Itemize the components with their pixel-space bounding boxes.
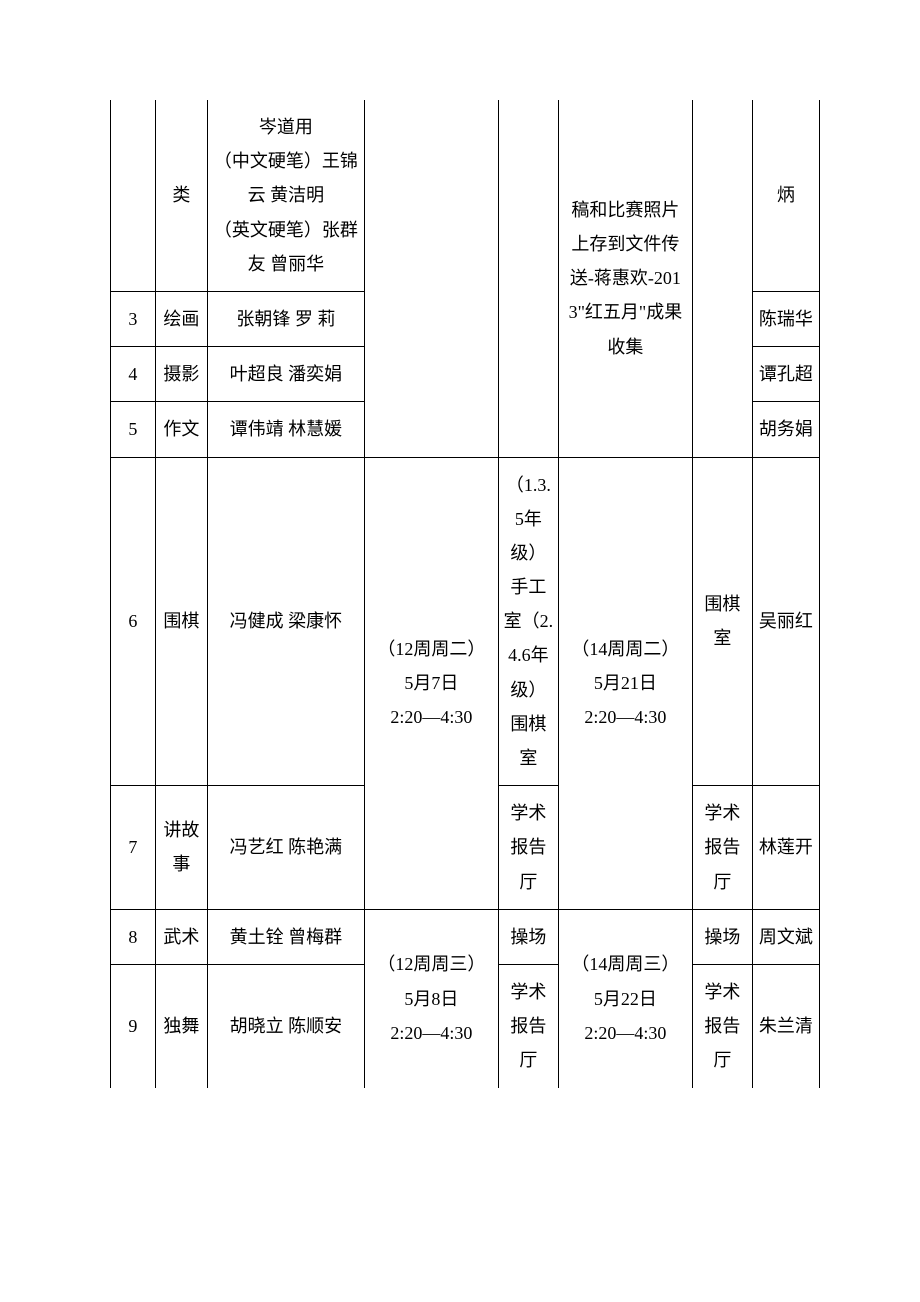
cell-num: 6 bbox=[111, 457, 156, 786]
cell-loc1: （1.3.5年级）手工室（2.4.6年级）围棋室 bbox=[499, 457, 559, 786]
cell-category: 绘画 bbox=[155, 291, 207, 346]
cell-category: 类 bbox=[155, 100, 207, 291]
cell-category: 独舞 bbox=[155, 964, 207, 1087]
cell-loc2 bbox=[693, 100, 753, 457]
schedule-table: 类 岑道用（中文硬笔）王锦云 黄洁明（英文硬笔）张群友 曾丽华 稿和比赛照片上存… bbox=[110, 100, 820, 1088]
cell-loc2: 学术报告厅 bbox=[693, 786, 753, 910]
cell-num bbox=[111, 100, 156, 291]
table-row: 类 岑道用（中文硬笔）王锦云 黄洁明（英文硬笔）张群友 曾丽华 稿和比赛照片上存… bbox=[111, 100, 820, 291]
cell-category: 武术 bbox=[155, 909, 207, 964]
cell-person: 吴丽红 bbox=[752, 457, 819, 786]
cell-loc1: 学术报告厅 bbox=[499, 786, 559, 910]
cell-category: 围棋 bbox=[155, 457, 207, 786]
cell-names: 冯健成 梁康怀 bbox=[208, 457, 365, 786]
cell-names: 冯艺红 陈艳满 bbox=[208, 786, 365, 910]
cell-person: 朱兰清 bbox=[752, 964, 819, 1087]
cell-num: 8 bbox=[111, 909, 156, 964]
cell-time1 bbox=[364, 100, 498, 457]
cell-names: 黄土铨 曾梅群 bbox=[208, 909, 365, 964]
table-row: 8 武术 黄土铨 曾梅群 （12周周三）5月8日2:20—4:30 操场 （14… bbox=[111, 909, 820, 964]
cell-time2: （14周周三）5月22日2:20—4:30 bbox=[558, 909, 692, 1087]
cell-loc1: 操场 bbox=[499, 909, 559, 964]
cell-time2: 稿和比赛照片上存到文件传送-蒋惠欢-2013"红五月"成果收集 bbox=[558, 100, 692, 457]
cell-person: 周文斌 bbox=[752, 909, 819, 964]
cell-loc1: 学术报告厅 bbox=[499, 964, 559, 1087]
cell-person: 陈瑞华 bbox=[752, 291, 819, 346]
table-row: 6 围棋 冯健成 梁康怀 （12周周二）5月7日2:20—4:30 （1.3.5… bbox=[111, 457, 820, 786]
cell-num: 9 bbox=[111, 964, 156, 1087]
cell-num: 5 bbox=[111, 402, 156, 457]
cell-time1: （12周周二）5月7日2:20—4:30 bbox=[364, 457, 498, 909]
cell-person: 谭孔超 bbox=[752, 347, 819, 402]
cell-names: 谭伟靖 林慧媛 bbox=[208, 402, 365, 457]
cell-loc2: 学术报告厅 bbox=[693, 964, 753, 1087]
cell-time1: （12周周三）5月8日2:20—4:30 bbox=[364, 909, 498, 1087]
cell-loc2: 围棋室 bbox=[693, 457, 753, 786]
cell-person: 炳 bbox=[752, 100, 819, 291]
cell-names: 张朝锋 罗 莉 bbox=[208, 291, 365, 346]
cell-loc1 bbox=[499, 100, 559, 457]
cell-time2: （14周周二）5月21日2:20—4:30 bbox=[558, 457, 692, 909]
cell-person: 胡务娟 bbox=[752, 402, 819, 457]
cell-names: 胡晓立 陈顺安 bbox=[208, 964, 365, 1087]
cell-loc2: 操场 bbox=[693, 909, 753, 964]
cell-names: 岑道用（中文硬笔）王锦云 黄洁明（英文硬笔）张群友 曾丽华 bbox=[208, 100, 365, 291]
cell-num: 4 bbox=[111, 347, 156, 402]
cell-category: 作文 bbox=[155, 402, 207, 457]
cell-num: 7 bbox=[111, 786, 156, 910]
cell-person: 林莲开 bbox=[752, 786, 819, 910]
cell-num: 3 bbox=[111, 291, 156, 346]
cell-category: 讲故事 bbox=[155, 786, 207, 910]
cell-category: 摄影 bbox=[155, 347, 207, 402]
cell-names: 叶超良 潘奕娟 bbox=[208, 347, 365, 402]
